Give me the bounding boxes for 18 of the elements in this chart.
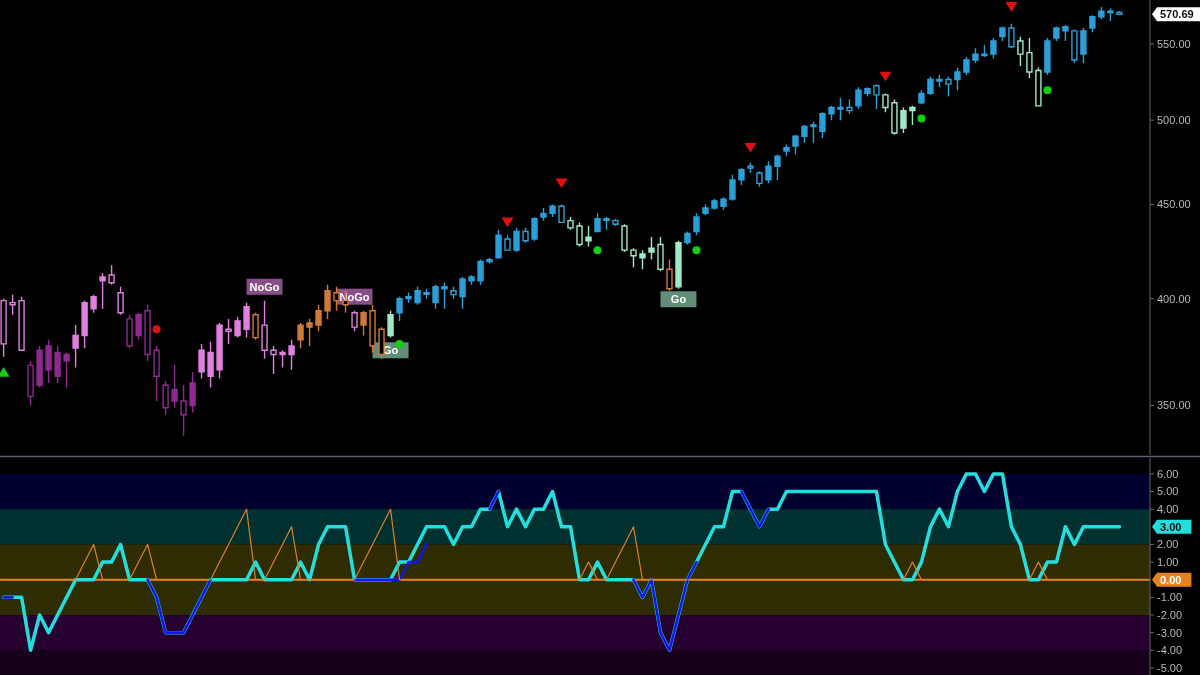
y-tick-label: -4.00 [1157,644,1183,657]
y-tick-label: -5.00 [1157,661,1183,674]
y-tick-label: 1.00 [1157,555,1179,568]
text: 570.69 [1160,8,1194,21]
y-tick-label: 4.00 [1157,503,1179,516]
y-tick-label: 400.00 [1157,292,1191,305]
text: 3.00 [1160,520,1182,533]
y-tick-label: 350.00 [1157,399,1191,412]
y-tick-label: 5.00 [1157,485,1179,498]
y-tick-label: 550.00 [1157,37,1191,50]
y-tick-label: 450.00 [1157,198,1191,211]
y-tick-label: -2.00 [1157,608,1183,621]
y-tick-label: 2.00 [1157,538,1179,551]
y-tick-label: 6.00 [1157,467,1179,480]
ref-line-label: 0.00 [1160,573,1182,586]
y-tick-label: 500.00 [1157,113,1191,126]
y-tick-label: -1.00 [1157,591,1183,604]
y-tick-label: -3.00 [1157,626,1183,639]
